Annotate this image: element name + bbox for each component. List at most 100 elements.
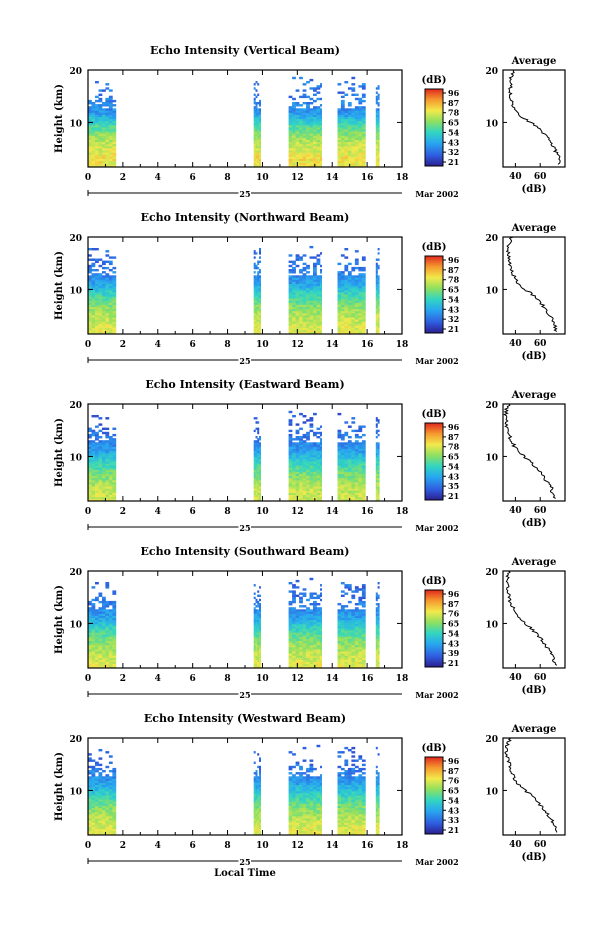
heatmap-cell [255, 480, 258, 483]
heatmap-cell [358, 146, 363, 149]
heatmap-cell [108, 440, 113, 443]
heatmap-cell [316, 137, 321, 140]
heatmap-cell [102, 457, 106, 460]
avg-x-tick-label: 60 [534, 172, 547, 182]
heatmap-cell [299, 816, 303, 819]
heatmap-cell [340, 287, 345, 291]
heatmap-cell [253, 807, 256, 811]
heatmap-cell [102, 112, 106, 115]
heatmap-cell [337, 467, 342, 470]
heatmap-cell [253, 469, 256, 472]
heatmap-cell [337, 131, 342, 134]
heatmap-cell [361, 471, 366, 474]
heatmap-cell [95, 797, 99, 800]
heatmap-cell [255, 158, 258, 161]
heatmap-cell [112, 494, 117, 498]
heatmap-cell [306, 659, 310, 662]
heatmap-cell [102, 482, 106, 485]
heatmap-cell [313, 444, 317, 447]
heatmap-cell [354, 114, 359, 117]
heatmap-cell [361, 137, 366, 140]
heatmap-cell [105, 317, 110, 320]
heatmap-cell [88, 448, 92, 451]
heatmap-cell [354, 659, 359, 662]
heatmap-cell [347, 102, 352, 105]
heatmap-cell [309, 245, 314, 249]
heatmap-cell [95, 816, 99, 819]
heatmap-cell [105, 442, 110, 445]
heatmap-cell [299, 803, 303, 806]
heatmap-cell [98, 158, 103, 161]
heatmap-cell [288, 484, 293, 487]
heatmap-cell [320, 156, 322, 159]
heatmap-cell [255, 803, 258, 806]
heatmap-cell [102, 266, 106, 270]
heatmap-cell [257, 816, 260, 819]
heatmap-cell [102, 799, 106, 802]
heatmap-cell [88, 296, 92, 299]
heatmap-cell [354, 292, 359, 295]
heatmap-cell [306, 444, 310, 447]
heatmap-cell [337, 619, 342, 623]
heatmap-cell [88, 269, 92, 272]
heatmap-cell [102, 143, 106, 147]
heatmap-cell [347, 133, 352, 136]
heatmap-cell [102, 793, 106, 796]
heatmap-cell [354, 490, 359, 493]
avg-frame [502, 69, 566, 168]
heatmap-cell [340, 653, 345, 656]
heatmap-cell [358, 665, 363, 669]
heatmap-cell [253, 315, 256, 318]
heatmap-cell [105, 129, 110, 132]
heatmap-cell [316, 484, 321, 487]
heatmap-cell [108, 319, 113, 322]
heatmap-cell [105, 647, 110, 650]
heatmap-cell [112, 826, 117, 829]
heatmap-cell [377, 300, 380, 303]
colorbar-tick-label: 21 [448, 658, 459, 668]
heatmap-cell [295, 619, 300, 623]
heatmap-cell [358, 619, 363, 623]
heatmap-cell [344, 292, 349, 295]
heatmap-cell [316, 477, 321, 481]
colorbar-unit: (dB) [422, 75, 447, 86]
heatmap-cell [316, 469, 321, 472]
heatmap-cell [309, 475, 314, 479]
heatmap-cell [288, 473, 293, 477]
heatmap-cell [95, 431, 99, 435]
heatmap-cell [354, 484, 359, 487]
heatmap-cell [375, 139, 378, 143]
heatmap-cell [309, 419, 314, 422]
heatmap-cell [306, 146, 310, 149]
heatmap-cell [255, 492, 258, 495]
heatmap-cell [347, 283, 352, 287]
heatmap-cell [309, 306, 314, 310]
heatmap-cell [309, 471, 314, 474]
heatmap-cell [309, 160, 314, 164]
heatmap-cell [377, 310, 380, 314]
heatmap-cell [340, 296, 345, 299]
heatmap-cell [316, 325, 321, 328]
heatmap-cell [354, 590, 359, 593]
heatmap-cell [95, 302, 99, 305]
heatmap-cell [102, 795, 106, 798]
avg-profile-line [508, 69, 561, 165]
heatmap-cell [95, 446, 99, 449]
heatmap-cell [257, 793, 260, 796]
heatmap-cell [377, 329, 380, 333]
heatmap-cell [108, 110, 113, 113]
heatmap-cell [313, 655, 317, 658]
heatmap-cell [88, 440, 92, 443]
heatmap-cell [340, 492, 345, 495]
heatmap-cell [253, 475, 256, 479]
colorbar-tick-label: 96 [448, 88, 460, 98]
heatmap-cell [95, 661, 99, 665]
heatmap-cell [306, 329, 310, 333]
heatmap-cell [375, 154, 378, 157]
heatmap-cell [288, 642, 293, 646]
heatmap-cell [375, 419, 378, 422]
heatmap-cell [340, 498, 345, 502]
heatmap-cell [288, 294, 293, 297]
heatmap-cell [288, 448, 293, 451]
heatmap-cell [337, 162, 342, 166]
